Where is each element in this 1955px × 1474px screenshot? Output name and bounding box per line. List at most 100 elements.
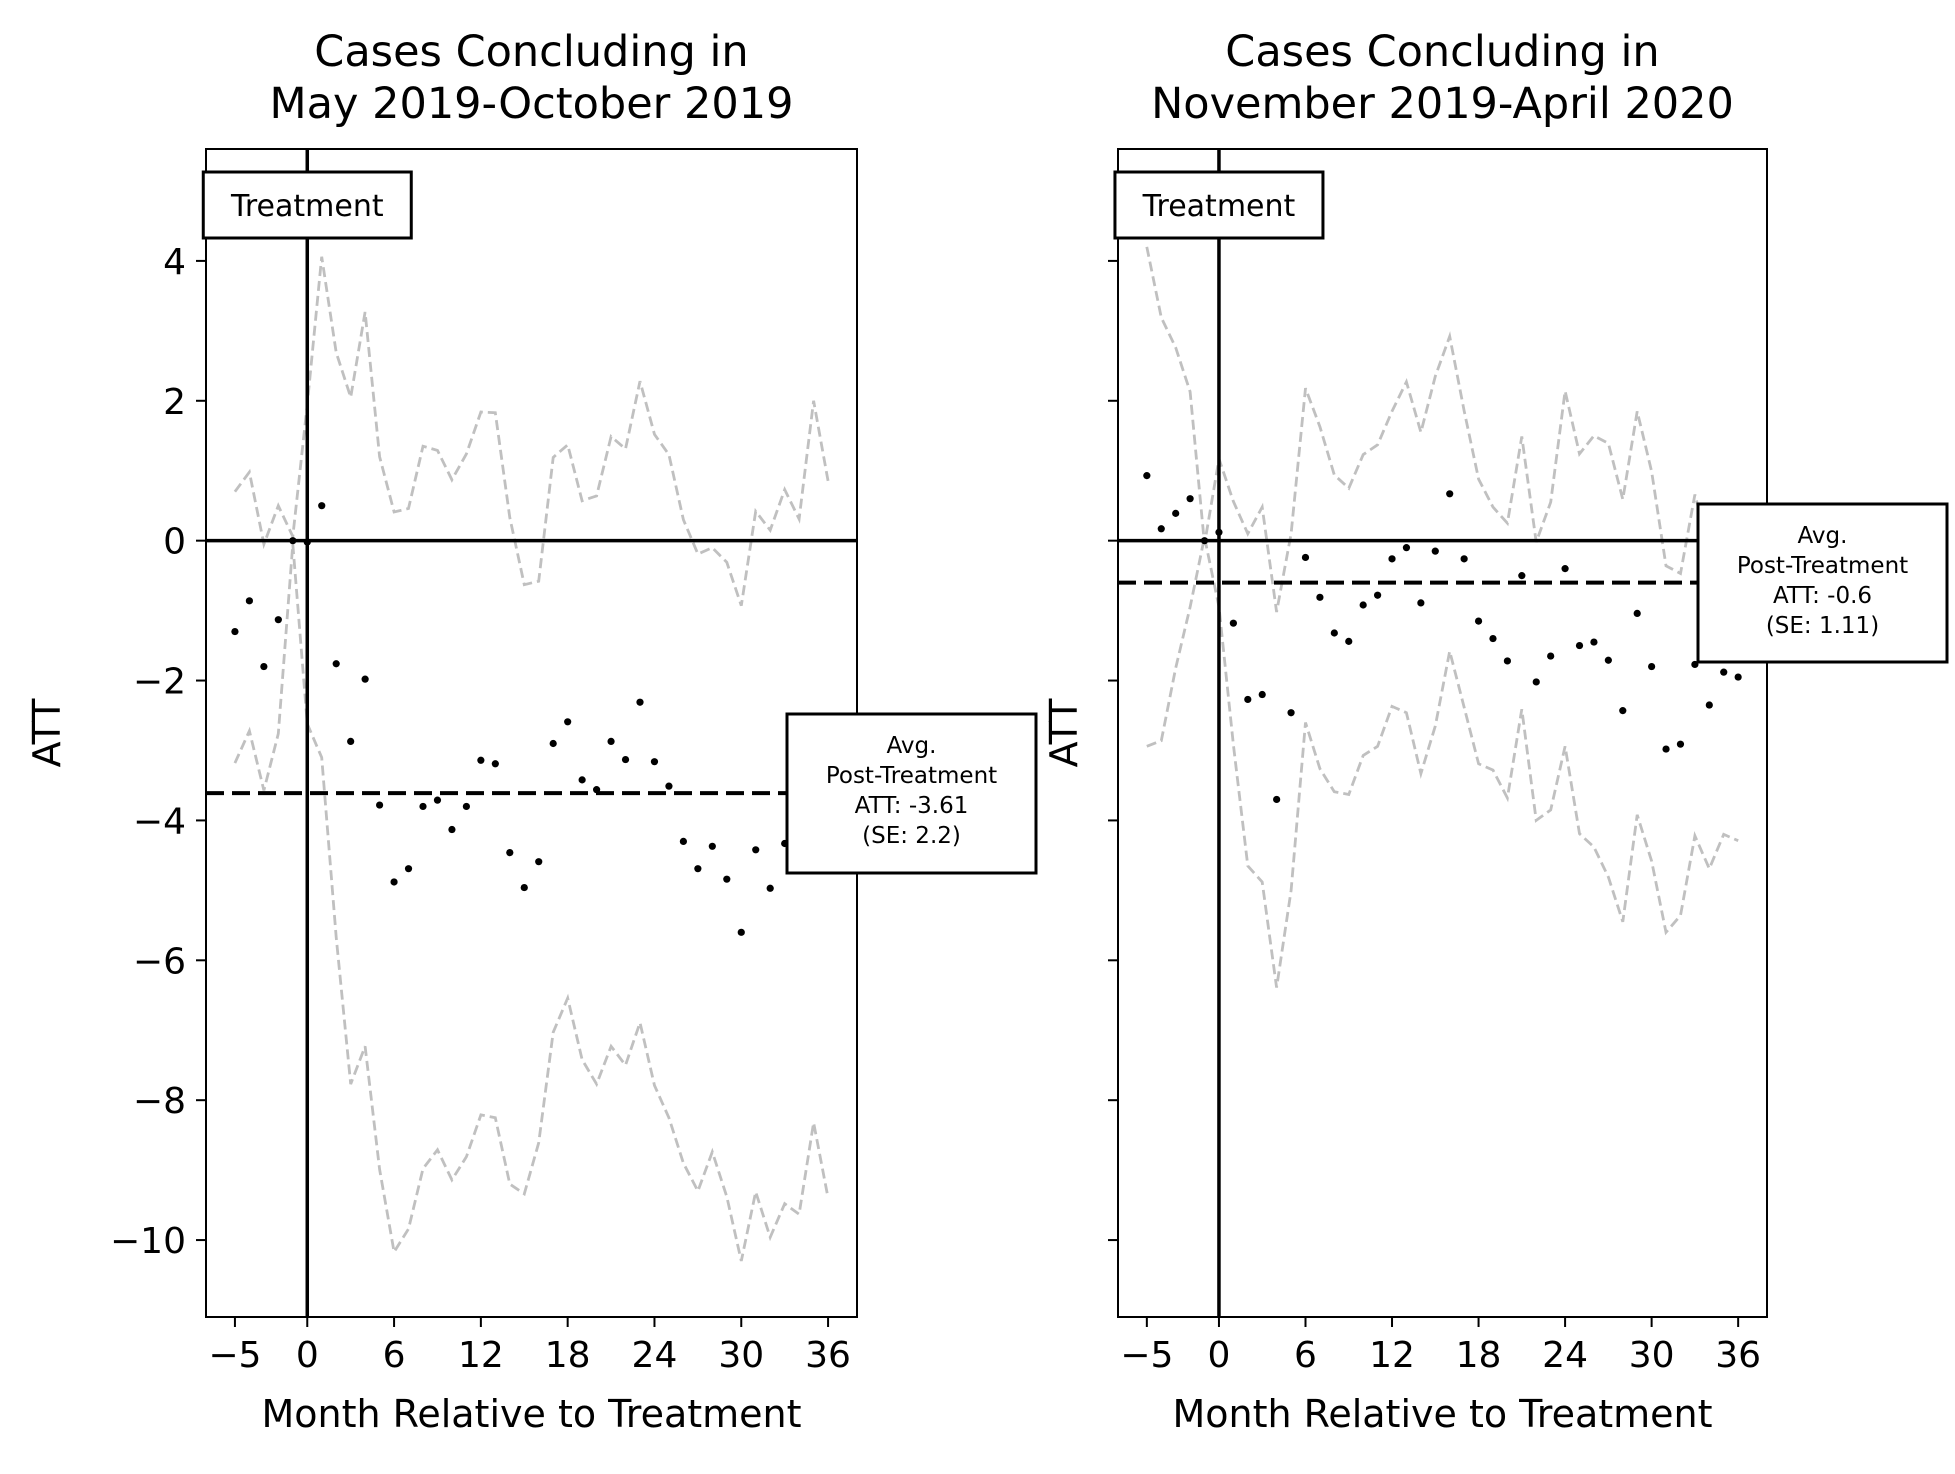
att-point [578,776,586,784]
att-point [1604,656,1612,664]
att-point [679,837,688,846]
att-point [535,858,543,866]
att-point [1388,555,1396,563]
y-tick-label: 0 [163,522,186,563]
chart-title-line: May 2019-October 2019 [270,79,794,129]
att-point [665,782,673,790]
att-point [376,801,384,809]
att-point [1619,707,1627,715]
att-point [1590,638,1598,646]
att-point [419,802,427,811]
att-point [1460,555,1468,563]
att-point [1633,609,1641,618]
att-point [1575,641,1584,650]
att-point [1301,553,1310,562]
axes-frame [1117,148,1768,1318]
att-point [1330,629,1338,637]
att-point [1431,547,1439,555]
att-point [303,538,311,546]
x-tick-label: 6 [383,1335,406,1376]
y-tick-label: −6 [133,941,186,982]
y-tick-label: 4 [163,242,186,283]
att-point [462,802,470,811]
x-tick-label: 12 [1369,1335,1415,1376]
att-point [1489,634,1497,643]
att-point [1359,601,1367,609]
att-point [361,675,369,683]
avg-att-text-line: (SE: 2.2) [862,823,961,849]
avg-att-text-line: (SE: 1.11) [1766,613,1879,639]
att-point [752,846,760,854]
att-point [1705,701,1713,709]
confidence-bound-line [233,544,830,1262]
att-point [1273,795,1281,804]
att-point [1648,662,1656,671]
att-point [1446,490,1454,498]
att-point [1402,544,1411,552]
att-point [1172,509,1180,517]
treatment-label-box [1113,170,1325,240]
att-point [491,760,499,768]
att-point [708,842,716,850]
att-point [650,758,659,766]
att-point [1662,745,1670,753]
avg-att-text-line: ATT: -3.61 [855,793,969,819]
chart-title-line: Cases Concluding in [1225,27,1659,77]
att-point [1417,599,1425,607]
y-tick-label: 2 [163,382,186,423]
treatment-label: Treatment [230,189,384,224]
y-axis-label: ATT [1042,698,1086,768]
confidence-bound-line [1145,246,1739,613]
x-tick-label: 0 [1208,1335,1231,1376]
att-point [694,865,702,873]
att-point [1474,617,1483,625]
x-tick-label: 18 [545,1335,591,1376]
att-point [1143,472,1151,480]
x-tick-label: 24 [632,1335,678,1376]
avg-att-text-line: Avg. [887,733,937,759]
x-tick-label: 36 [805,1335,851,1376]
att-point [274,616,282,624]
x-tick-label: 24 [1542,1335,1588,1376]
treatment-label: Treatment [1142,189,1296,224]
att-point [390,878,398,886]
att-point [245,597,253,605]
avg-att-text-line: ATT: -0.6 [1773,583,1872,609]
att-point [332,660,340,668]
att-point [621,755,630,764]
att-point [1561,565,1569,573]
confidence-bound-line [233,256,830,607]
plot-area [1118,149,1767,1317]
att-point [1215,528,1223,536]
att-point [737,928,745,936]
x-tick-label: 36 [1715,1335,1761,1376]
att-point [477,756,485,764]
x-tick-label: 12 [458,1335,504,1376]
confidence-bound-line [1146,536,1739,988]
att-point [1186,495,1194,503]
treatment-label-box [201,170,413,240]
att-point [607,737,615,745]
att-point [1532,678,1540,686]
x-tick-label: 18 [1456,1335,1502,1376]
att-point [1547,652,1555,660]
chart-title-line: Cases Concluding in [314,27,748,77]
avg-att-text-line: Avg. [1798,523,1848,549]
chart-title-line: November 2019-April 2020 [1151,79,1734,129]
y-tick-label: −4 [133,801,186,842]
att-point [404,865,413,873]
att-point [260,662,268,671]
att-point [636,698,644,706]
y-axis-label: ATT [25,698,69,768]
att-point [289,537,297,545]
att-point [723,875,731,883]
att-point [1200,537,1209,545]
x-tick-label: 30 [718,1335,764,1376]
att-point [1374,591,1382,599]
att-point [1720,668,1728,676]
att-point [433,796,442,804]
plot-area [206,149,857,1317]
att-point [1258,690,1266,699]
